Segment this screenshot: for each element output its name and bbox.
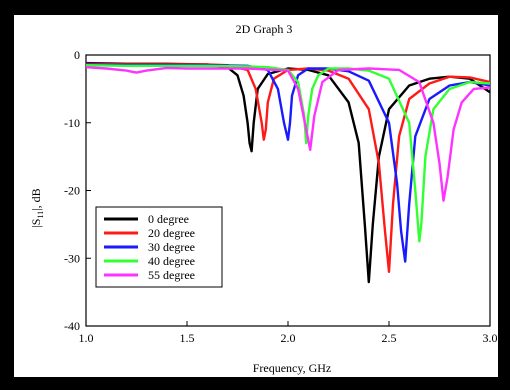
y-tick-label: -10: [64, 116, 80, 130]
series-layer: [85, 61, 491, 284]
series-line-3: [85, 64, 491, 243]
x-tick-label: 2.0: [281, 331, 296, 345]
chart: 2D Graph 3 1.0 1.5 2.0 2.5 3.00-10-20-30-40 …: [29, 22, 498, 375]
chart-title: 2D Graph 3: [236, 22, 293, 36]
y-axis-label-main: |S: [29, 219, 43, 228]
legend-label: 30 degree: [148, 240, 195, 254]
x-tick-label: 2.5: [382, 331, 397, 345]
series-line-4: [85, 66, 491, 202]
y-tick-label: -40: [64, 319, 80, 333]
legend-label: 40 degree: [148, 254, 195, 268]
y-tick-label: -30: [64, 251, 80, 265]
x-tick-label: 1.5: [180, 331, 195, 345]
x-axis-label: Frequency, GHz: [253, 361, 332, 375]
x-tick-label: 1.0: [79, 331, 94, 345]
y-tick-label: 0: [74, 48, 80, 62]
legend-label: 55 degree: [148, 268, 195, 282]
y-axis-label: |S11|, dB: [29, 188, 45, 227]
legend-label: 0 degree: [148, 212, 189, 226]
chart-panel: 2D Graph 3 1.0 1.5 2.0 2.5 3.0 0 -10 -20 -30 -40 …: [14, 15, 498, 377]
axis-layer: 1.0 1.5 2.0 2.5 3.0 0 -10 -20 -30 -40: [64, 48, 498, 345]
y-tick-label: -20: [64, 184, 80, 198]
y-axis-label-subscript: 11: [36, 211, 45, 219]
y-axis-label-tail: |, dB: [29, 188, 43, 210]
legend-label: 20 degree: [148, 226, 195, 240]
x-tick-label: 3.0: [483, 331, 498, 345]
